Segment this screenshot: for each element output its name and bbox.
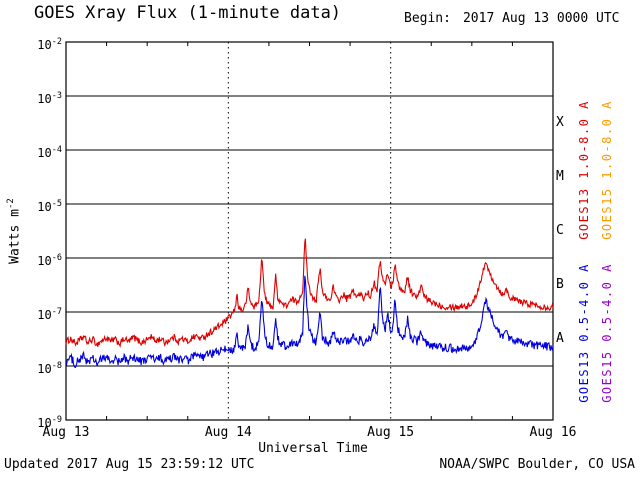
chart-title: GOES Xray Flux (1-minute data): [34, 3, 342, 23]
source-attribution: NOAA/SWPC Boulder, CO USA: [439, 457, 635, 472]
flare-class-label-x: X: [556, 115, 564, 130]
y-tick-label: 10-4: [37, 145, 62, 160]
y-tick-label: 10-9: [37, 415, 62, 430]
y-tick-label: 10-7: [37, 307, 62, 322]
flare-class-label-m: M: [556, 169, 564, 184]
flare-class-label-c: C: [556, 223, 564, 238]
y-tick-label: 10-6: [37, 253, 62, 268]
y-axis-title: Watts m-2: [6, 198, 23, 264]
legend-goes13-1-0-8-0-a: GOES13 1.0-8.0 A: [577, 100, 591, 240]
y-tick-label: 10-5: [37, 199, 62, 214]
x-axis-title: Universal Time: [258, 441, 368, 456]
flare-class-label-b: B: [556, 277, 564, 292]
y-tick-label: 10-8: [37, 361, 62, 376]
x-tick-label: Aug 15: [367, 425, 415, 440]
y-tick-label: 10-2: [37, 37, 62, 52]
legend-goes15-0-5-4-0-a: GOES15 0.5-4.0 A: [600, 263, 614, 403]
x-tick-label: Aug 14: [204, 425, 252, 440]
y-tick-label: 10-3: [37, 91, 62, 106]
x-tick-label: Aug 16: [529, 425, 577, 440]
x-tick-label: Aug 13: [42, 425, 90, 440]
legend-goes15-1-0-8-0-a: GOES15 1.0-8.0 A: [600, 100, 614, 240]
flare-class-label-a: A: [556, 331, 564, 346]
begin-timestamp: Begin: 2017 Aug 13 0000 UTC: [404, 11, 620, 26]
begin-value: 2017 Aug 13 0000 UTC: [462, 11, 620, 26]
updated-timestamp: Updated 2017 Aug 15 23:59:12 UTC: [4, 457, 255, 472]
legend-goes13-0-5-4-0-a: GOES13 0.5-4.0 A: [577, 263, 591, 403]
begin-label: Begin:: [404, 11, 451, 26]
